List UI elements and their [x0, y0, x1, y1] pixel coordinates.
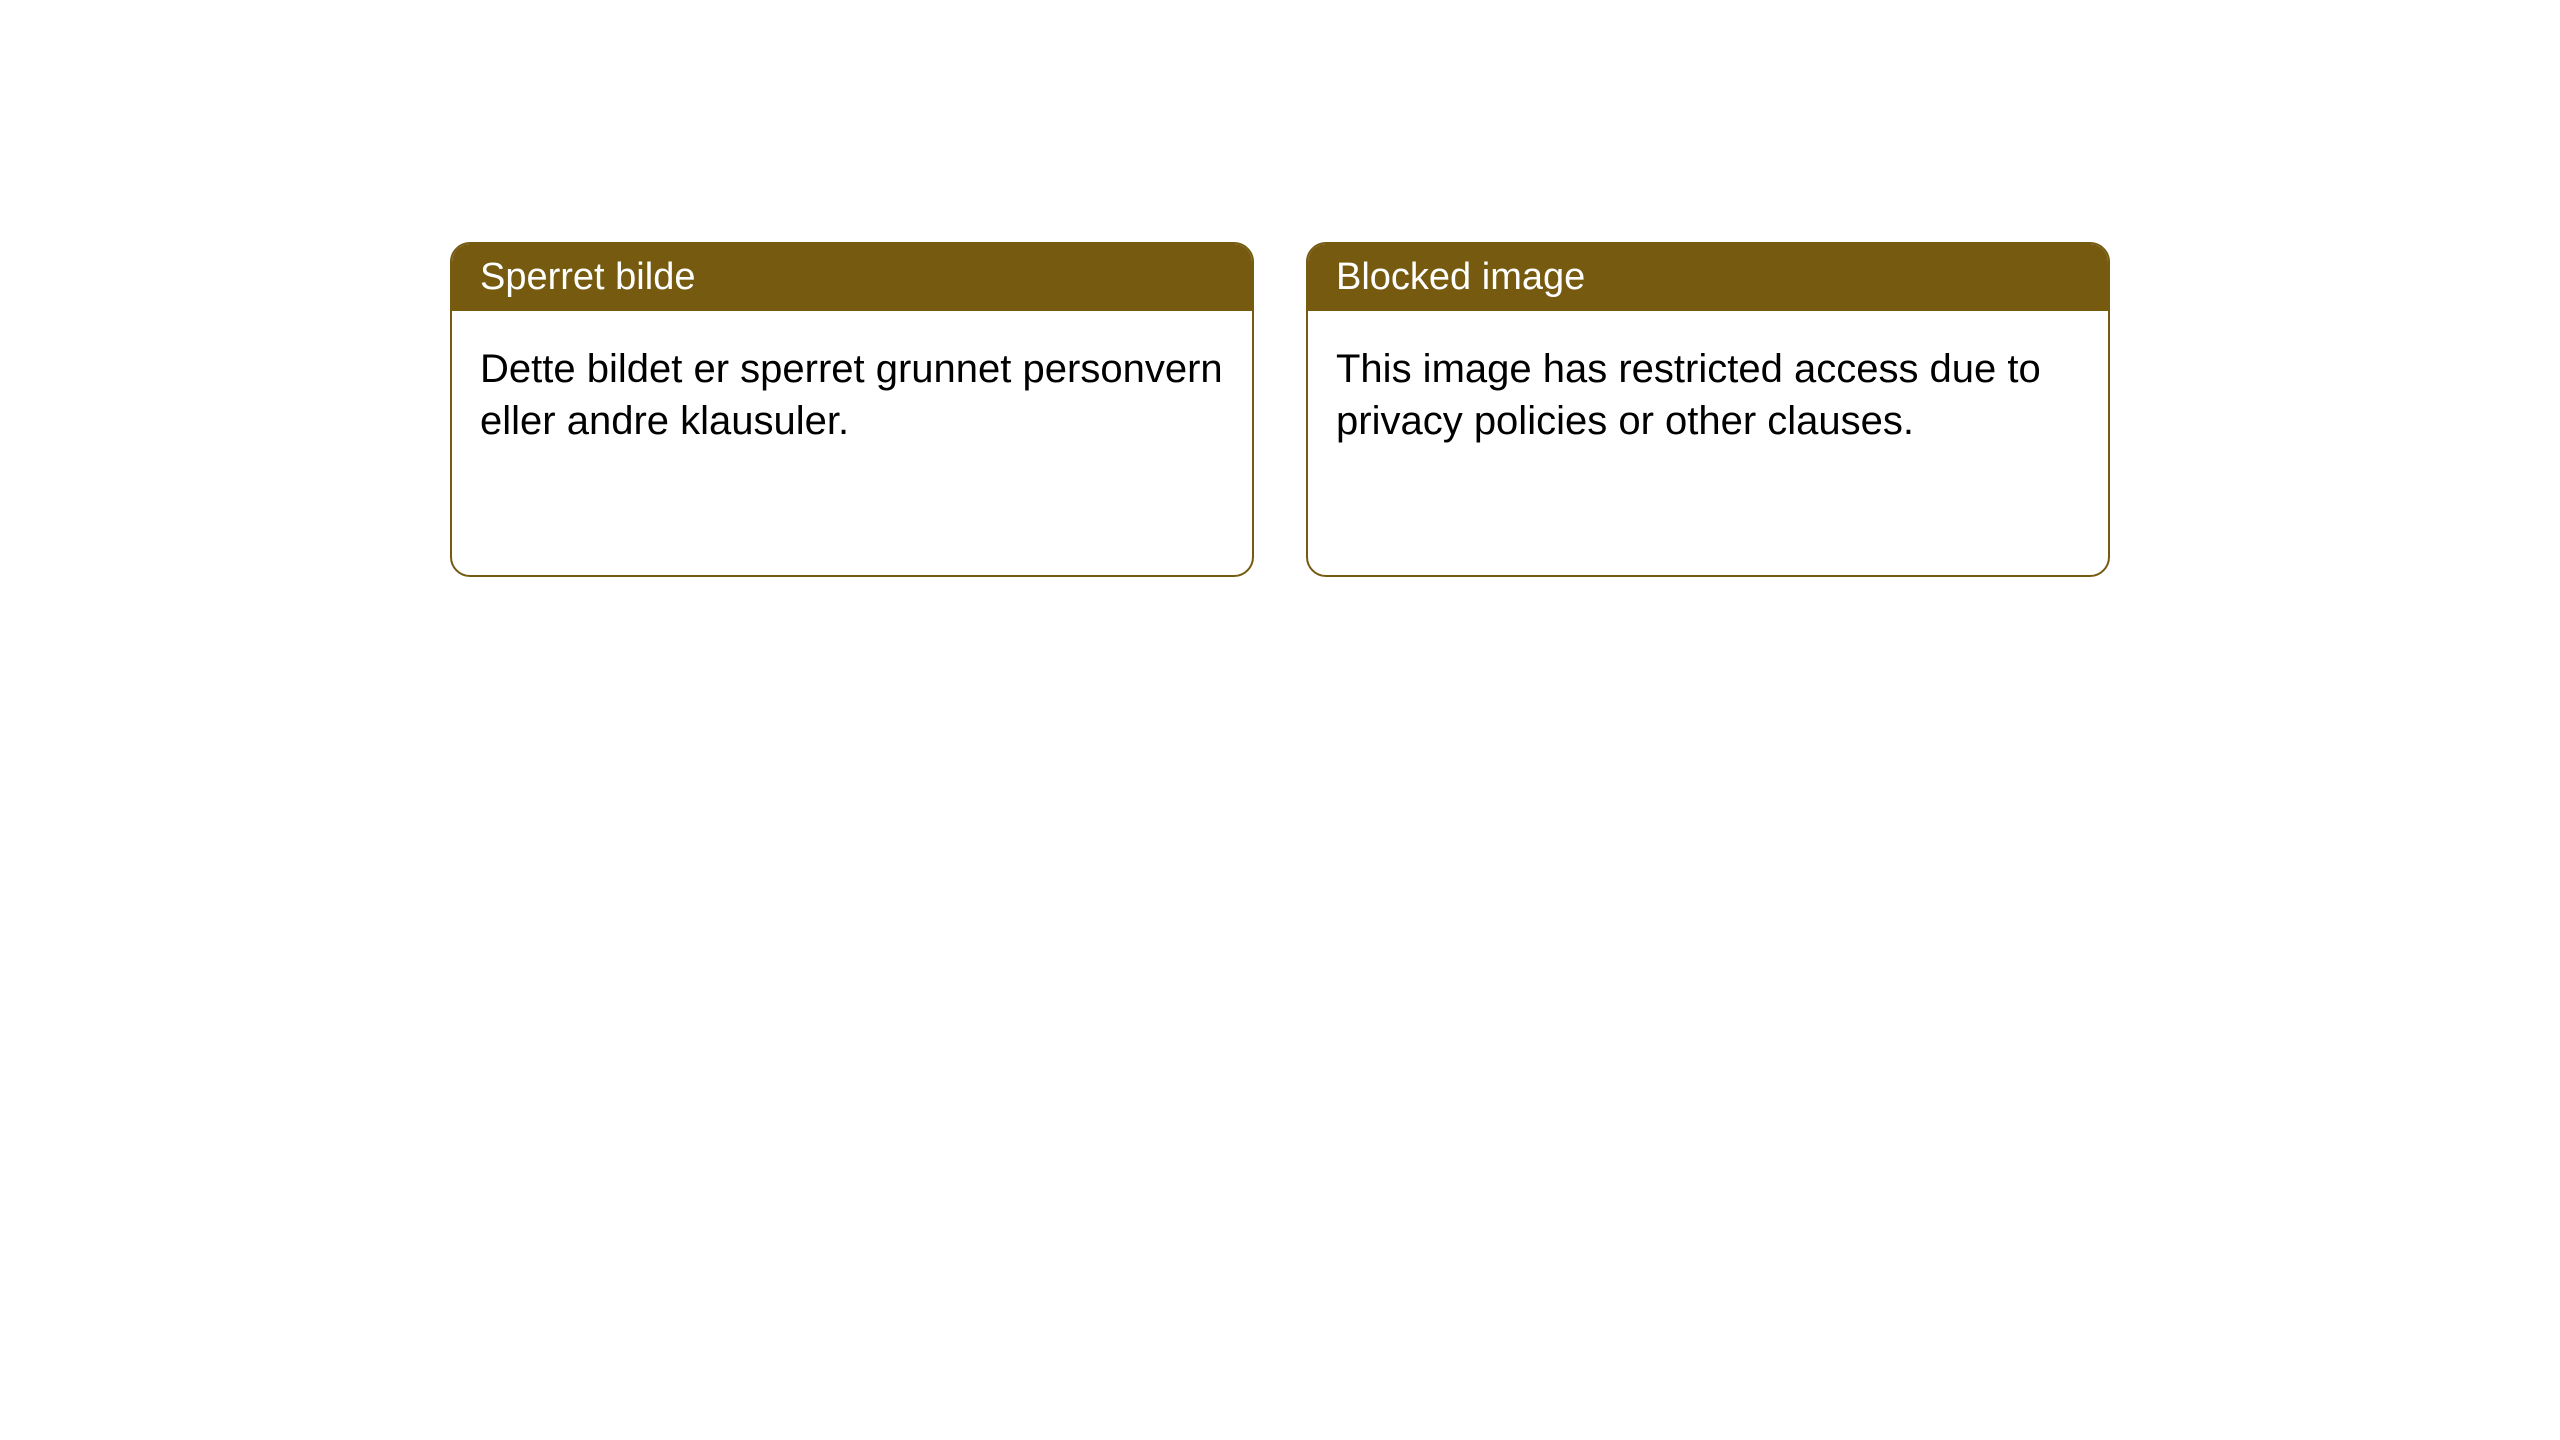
- card-header: Blocked image: [1308, 244, 2108, 311]
- card-title: Sperret bilde: [480, 256, 695, 298]
- card-body: Dette bildet er sperret grunnet personve…: [452, 311, 1252, 479]
- card-title: Blocked image: [1336, 256, 1585, 298]
- card-body: This image has restricted access due to …: [1308, 311, 2108, 479]
- card-header: Sperret bilde: [452, 244, 1252, 311]
- card-body-text: This image has restricted access due to …: [1336, 347, 2041, 443]
- card-body-text: Dette bildet er sperret grunnet personve…: [480, 347, 1223, 443]
- notice-container: Sperret bilde Dette bildet er sperret gr…: [0, 0, 2560, 577]
- notice-card-norwegian: Sperret bilde Dette bildet er sperret gr…: [450, 242, 1254, 577]
- notice-card-english: Blocked image This image has restricted …: [1306, 242, 2110, 577]
